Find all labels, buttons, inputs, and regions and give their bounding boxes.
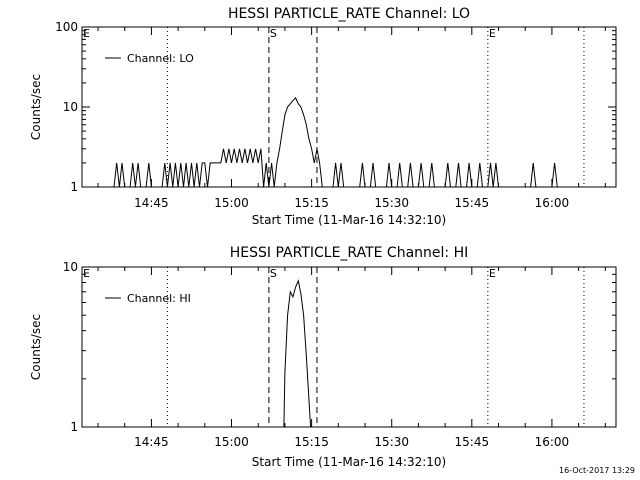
x-tick-label: 15:30 [374,196,409,210]
legend-label: Channel: LO [127,52,194,65]
x-tick-label: 15:00 [214,196,249,210]
x-axis-label: Start Time (11-Mar-16 14:32:10) [252,213,446,227]
chart-title: HESSI PARTICLE_RATE Channel: LO [228,6,470,22]
y-axis-label: Counts/sec [29,74,43,140]
time-marker-label: S [270,27,277,40]
chart-title: HESSI PARTICLE_RATE Channel: HI [230,245,468,261]
x-tick-label: 15:30 [374,435,409,449]
time-marker-label: E [83,267,90,280]
time-marker-label: E [489,267,496,280]
y-axis-label: Counts/sec [29,314,43,380]
time-marker-label: E [83,27,90,40]
x-tick-label: 15:15 [294,435,329,449]
timestamp: 16-Oct-2017 13:29 [559,466,635,475]
y-tick-label: 10 [63,260,78,274]
time-marker-label: S [270,267,277,280]
series-line-1 [82,97,616,188]
y-tick-label: 100 [55,20,78,34]
x-tick-label: 14:45 [134,196,169,210]
x-tick-label: 15:45 [455,196,490,210]
x-tick-label: 15:15 [294,196,329,210]
x-tick-label: 15:45 [455,435,490,449]
x-tick-label: 16:00 [535,435,570,449]
plot-frame [81,26,617,188]
chart-panel-2: HESSI PARTICLE_RATE Channel: HI 1 10 14:45 1… [29,245,617,469]
series-line-1 [283,279,312,428]
y-tick-label: 1 [70,180,78,194]
x-tick-label: 16:00 [535,196,570,210]
y-tick-label: 1 [70,420,78,434]
x-tick-label: 15:00 [214,435,249,449]
legend-label: Channel: HI [127,292,191,305]
y-tick-label: 10 [63,100,78,114]
chart-panel-1: HESSI PARTICLE_RATE Channel: LO 1 10 100 14:… [29,6,617,227]
x-axis-label: Start Time (11-Mar-16 14:32:10) [252,455,446,469]
time-marker-label: E [489,27,496,40]
x-tick-label: 14:45 [134,435,169,449]
plot-frame [81,266,617,428]
